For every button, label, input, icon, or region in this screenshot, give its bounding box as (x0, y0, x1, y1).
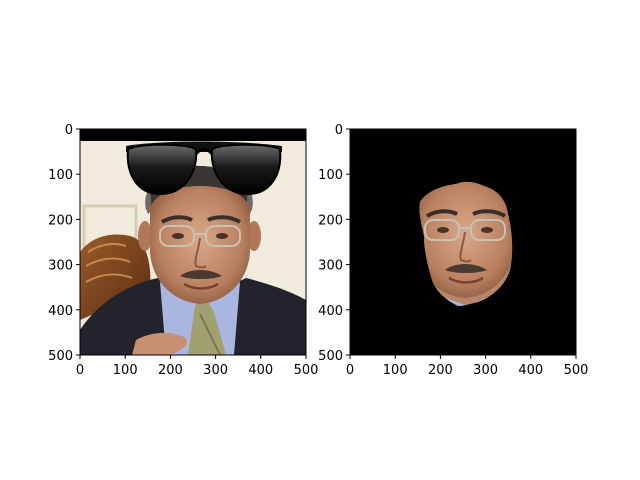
right-x-tick-label-5: 500 (564, 363, 589, 378)
left-y-tick-label-4: 400 (48, 304, 73, 319)
right-y-tick-label-5: 500 (318, 349, 343, 364)
left-y-tick-label-5: 500 (48, 349, 73, 364)
left-x-tick-label-2: 200 (158, 363, 183, 378)
left-y-tick-label-3: 300 (48, 259, 73, 274)
right-x-tick-label-0: 0 (346, 363, 354, 378)
left-y-tick-label-1: 100 (48, 168, 73, 183)
left-y-tick-label-0: 0 (65, 123, 73, 138)
right-x-tick-label-4: 400 (518, 363, 543, 378)
left-y-tick-label-2: 200 (48, 213, 73, 228)
right-y-tick-label-0: 0 (335, 123, 343, 138)
right-y-tick-label-2: 200 (318, 213, 343, 228)
left-x-tick-label-0: 0 (76, 363, 84, 378)
right-x-tick-label-3: 300 (473, 363, 498, 378)
left-x-tick-label-3: 300 (203, 363, 228, 378)
right-y-tick-label-1: 100 (318, 168, 343, 183)
left-x-tick-label-5: 500 (294, 363, 319, 378)
left-image (80, 129, 306, 355)
right-y-tick-label-3: 300 (318, 259, 343, 274)
sunglasses-icon (126, 141, 282, 196)
right-image (350, 129, 576, 355)
right-x-tick-label-1: 100 (383, 363, 408, 378)
left-x-tick-label-1: 100 (113, 363, 138, 378)
left-x-tick-label-4: 400 (248, 363, 273, 378)
right-y-tick-label-4: 400 (318, 304, 343, 319)
right-x-tick-label-2: 200 (428, 363, 453, 378)
